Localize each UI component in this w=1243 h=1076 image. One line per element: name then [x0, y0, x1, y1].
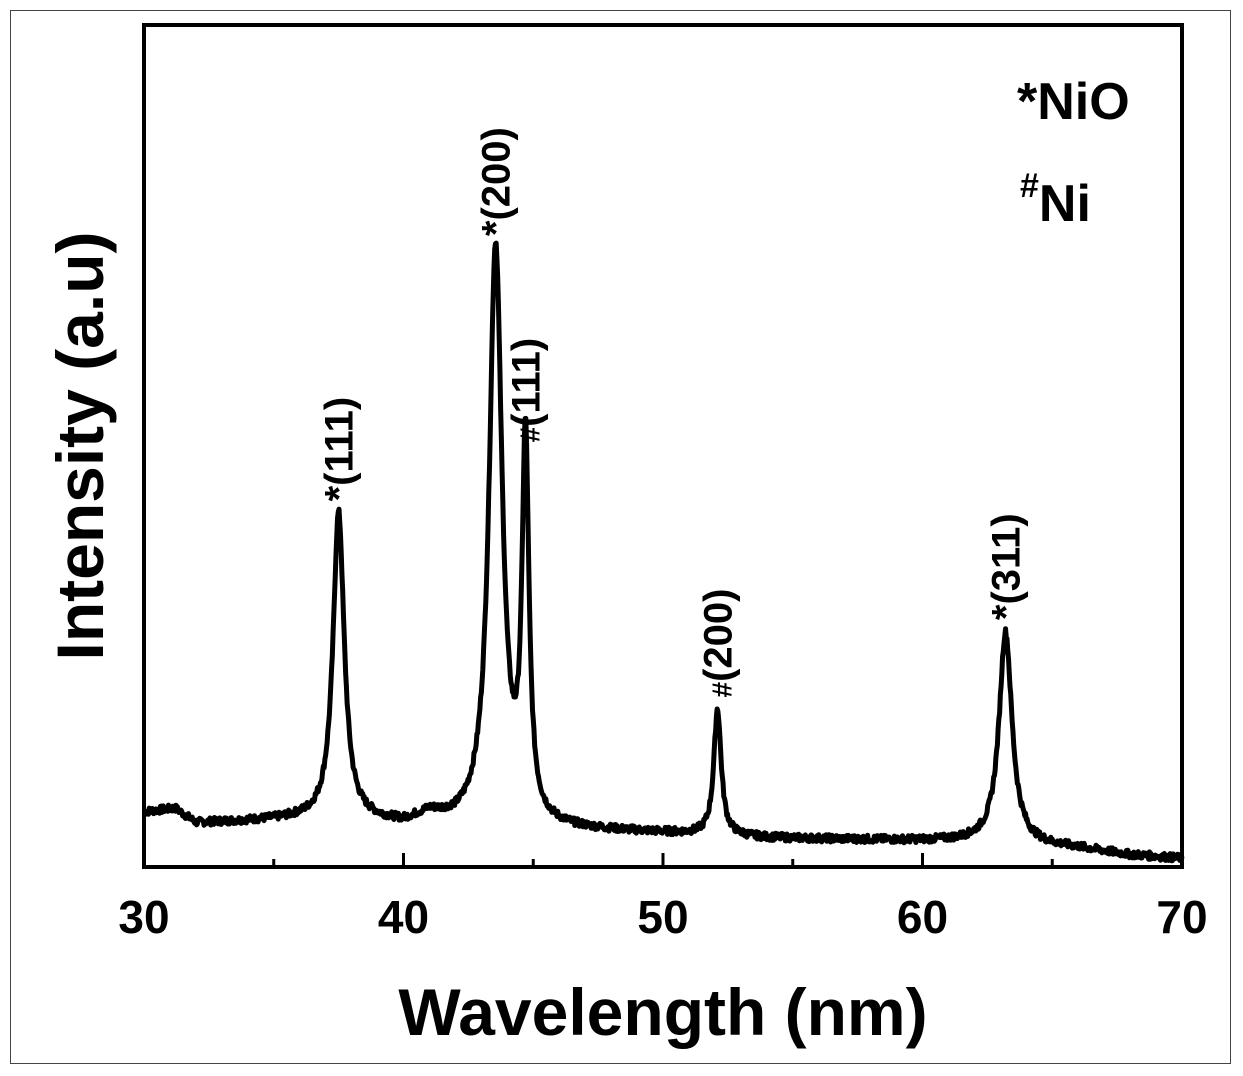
- y-axis-title: Intensity (a.u): [43, 231, 117, 660]
- peak-label: *(111): [318, 397, 362, 502]
- peak-label: #(111): [505, 338, 549, 443]
- peak-hkl: (111): [318, 397, 362, 486]
- peak-hkl: (200): [475, 127, 519, 220]
- legend-entry-nio: *NiO: [1017, 73, 1130, 131]
- xrd-series-line: [142, 240, 1185, 864]
- legend-marker-nio: *: [1017, 73, 1038, 131]
- peak-marker: #: [707, 682, 738, 698]
- x-tick-label: 40: [378, 891, 429, 943]
- peak-hkl: (311): [985, 513, 1029, 604]
- x-tick-label: 50: [637, 891, 688, 943]
- peak-marker: *: [985, 604, 1029, 620]
- peak-label: #(200): [697, 589, 741, 698]
- x-tick-label: 30: [118, 891, 169, 943]
- x-tick-label: 60: [897, 891, 948, 943]
- peak-hkl: (200): [697, 589, 741, 682]
- x-tick-label: 70: [1156, 891, 1207, 943]
- x-axis-tick-labels: 30 40 50 60 70: [118, 891, 1207, 943]
- plot-area-border: [142, 23, 1184, 869]
- peak-label: *(200): [475, 127, 519, 236]
- legend: *NiO #Ni: [1017, 73, 1130, 233]
- legend-marker-ni: #: [1020, 167, 1039, 205]
- peak-marker: *: [318, 485, 362, 501]
- x-axis-title: Wavelength (nm): [398, 975, 927, 1049]
- peak-marker: #: [515, 426, 546, 442]
- legend-label-nio: NiO: [1037, 73, 1129, 131]
- peak-annotations: *(111)*(200)#(111)#(200) *(311): [318, 127, 1029, 697]
- peak-hkl: (111): [505, 338, 549, 427]
- figure-frame: 30 40 50 60 70 *(111) *(200) #(111) #(200) *(311…: [10, 10, 1231, 1064]
- peak-marker: *: [475, 220, 519, 236]
- peak-label: *(311): [985, 513, 1029, 620]
- x-axis-ticks: [142, 853, 1184, 867]
- legend-entry-ni: #Ni: [1020, 167, 1091, 233]
- legend-label-ni: Ni: [1039, 175, 1091, 233]
- xrd-chart: 30 40 50 60 70 *(111)*(200)#(111)#(200) *(311…: [43, 23, 1208, 1049]
